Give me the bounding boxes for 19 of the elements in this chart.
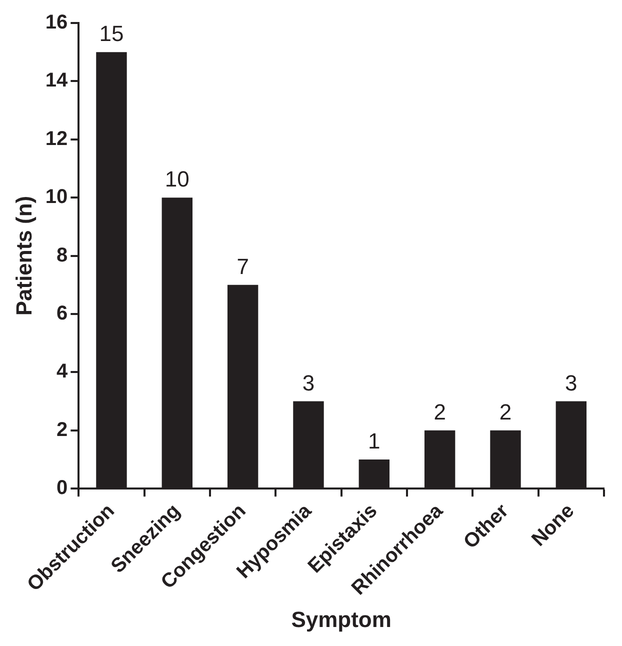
y-tick-label: 0 — [56, 477, 68, 500]
y-tick-label: 8 — [56, 244, 68, 266]
data-label: 3 — [565, 370, 578, 396]
y-tick-label: 6 — [56, 302, 68, 324]
data-label: 2 — [499, 399, 512, 424]
y-tick-label: 14 — [45, 70, 69, 92]
y-tick-label: 10 — [45, 186, 68, 208]
x-axis-title: Symptom — [291, 606, 392, 632]
data-label: 7 — [236, 254, 249, 279]
data-label: 1 — [368, 428, 380, 454]
data-label: 15 — [99, 21, 124, 46]
data-label: 3 — [302, 370, 315, 396]
y-tick-label: 4 — [56, 360, 69, 383]
data-label: 2 — [434, 399, 446, 424]
y-tick-label: 12 — [45, 128, 68, 150]
y-axis-title: Patients (n) — [11, 196, 36, 316]
y-tick-label: 2 — [56, 418, 68, 441]
data-label: 10 — [164, 166, 190, 192]
y-tick-label: 16 — [45, 12, 68, 34]
